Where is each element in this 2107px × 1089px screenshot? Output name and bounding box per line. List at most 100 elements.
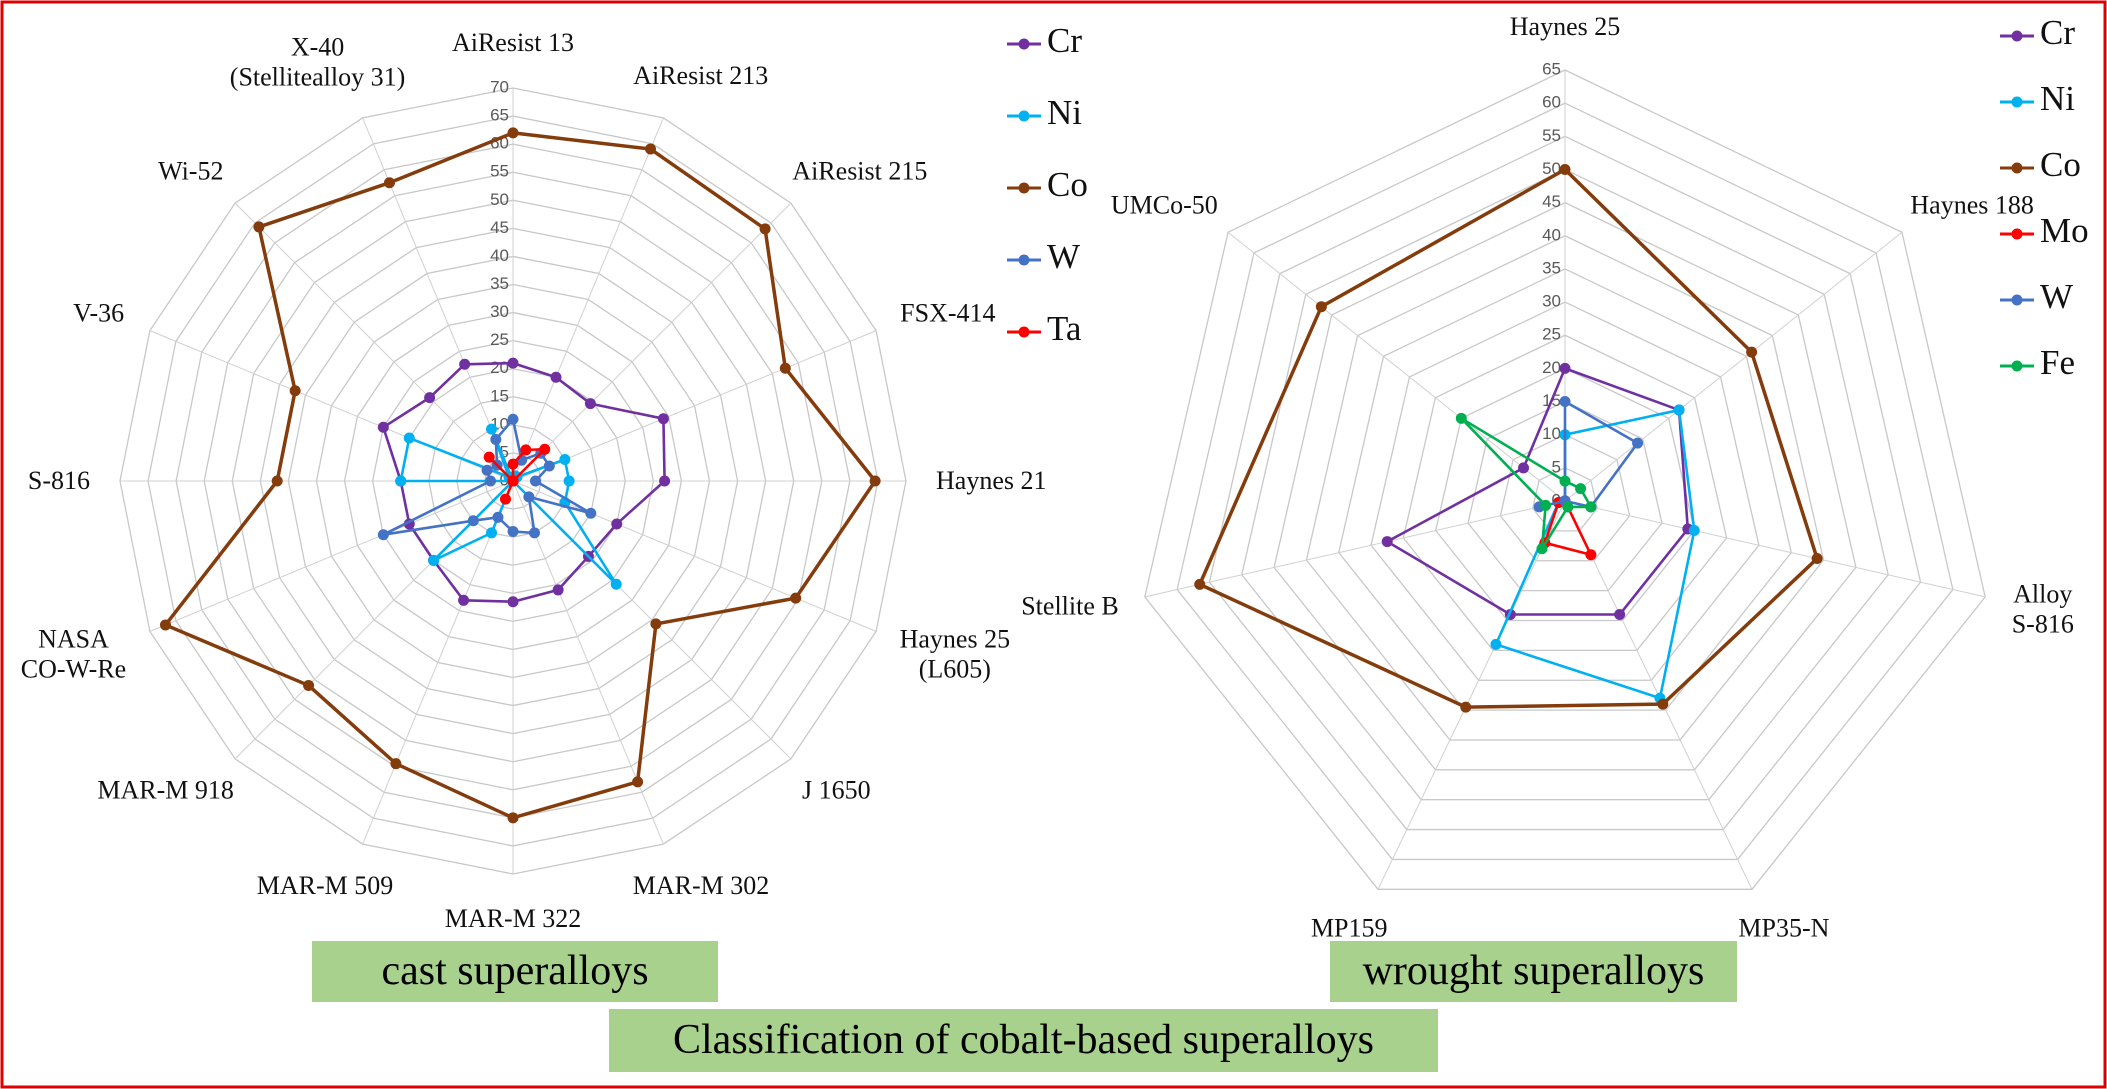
tick-label: 20 — [1542, 358, 1561, 377]
spoke — [1564, 231, 1903, 502]
category-label: AiResist 213 — [633, 61, 769, 91]
legend-swatch — [2011, 96, 2023, 108]
tick-label: 35 — [490, 274, 509, 293]
data-point — [483, 451, 495, 463]
data-point — [657, 413, 669, 425]
data-point — [395, 475, 407, 487]
legend-swatch — [2011, 360, 2023, 372]
legend-label: Ni — [1047, 93, 1082, 132]
category-label: Haynes 188 — [1910, 190, 2034, 220]
category-label: AiResist 13 — [451, 28, 575, 57]
grid-line — [1370, 301, 1760, 681]
data-point — [1585, 501, 1597, 513]
data-point — [485, 475, 497, 487]
category-label: Stellite B — [1021, 591, 1119, 621]
legend-swatch — [2011, 162, 2023, 174]
grid-line — [1208, 135, 1922, 831]
data-point — [377, 529, 389, 541]
data-point — [159, 619, 171, 631]
data-point — [507, 413, 519, 425]
spoke — [149, 480, 514, 632]
spoke — [1377, 500, 1566, 890]
grid-line — [1435, 367, 1695, 622]
spoke — [362, 480, 514, 845]
data-point — [1562, 501, 1574, 513]
data-point — [790, 592, 802, 604]
data-point — [507, 127, 519, 139]
data-point — [490, 434, 502, 446]
grid-line — [1402, 334, 1728, 652]
legend-label: W — [1047, 237, 1080, 276]
grid-line — [1338, 268, 1792, 711]
series-line — [399, 427, 618, 586]
data-point — [659, 475, 671, 487]
data-point — [1194, 578, 1206, 590]
chart-title: wrought superalloys — [1330, 941, 1737, 1002]
data-point — [645, 143, 657, 155]
data-point — [1559, 475, 1571, 487]
data-point — [543, 460, 555, 472]
tick-label: 5 — [1552, 457, 1561, 476]
spoke — [234, 202, 514, 482]
grid-line — [1467, 400, 1663, 592]
grid-line — [1176, 102, 1954, 861]
data-point — [585, 507, 597, 519]
category-label: AiResist 215 — [792, 156, 928, 186]
data-point — [271, 475, 283, 487]
data-point — [507, 596, 519, 608]
data-point — [1540, 499, 1552, 511]
category-label: MAR-M 918 — [97, 775, 234, 805]
category-label: Alloy S-816 — [2011, 579, 2074, 639]
data-point — [523, 491, 535, 503]
data-point — [507, 475, 519, 487]
data-point — [632, 776, 644, 788]
tick-label: 65 — [1542, 59, 1561, 78]
tick-label: 55 — [1542, 126, 1561, 145]
grid-line — [1241, 168, 1889, 801]
data-point — [467, 515, 479, 527]
chart-title: cast superalloys — [312, 941, 718, 1002]
data-point — [424, 392, 436, 404]
data-point — [383, 177, 395, 189]
data-point — [650, 618, 662, 630]
category-label: MP159 — [1310, 913, 1388, 943]
data-point — [528, 527, 540, 539]
data-point — [428, 554, 440, 566]
spoke — [512, 480, 877, 632]
legend-label: Co — [1047, 165, 1088, 204]
tick-label: 45 — [490, 218, 509, 237]
tick-label: 5 — [500, 442, 509, 461]
data-point — [1455, 412, 1467, 424]
tick-label: 60 — [1542, 93, 1561, 112]
data-point — [377, 421, 389, 433]
spoke — [512, 117, 664, 482]
data-point — [550, 371, 562, 383]
data-point — [1536, 543, 1548, 555]
category-label: S-816 — [27, 466, 90, 495]
grid-line — [1531, 467, 1599, 532]
data-point — [1657, 698, 1669, 710]
data-point — [529, 475, 541, 487]
grid-line — [1273, 201, 1857, 771]
data-point — [1746, 346, 1758, 358]
series-line — [1198, 167, 1819, 709]
tick-label: 55 — [490, 162, 509, 181]
tick-label: 25 — [490, 330, 509, 349]
data-point — [499, 493, 511, 505]
data-point — [486, 527, 498, 539]
category-label: MP35-N — [1738, 913, 1830, 943]
tick-label: 45 — [1542, 192, 1561, 211]
data-point — [520, 444, 532, 456]
data-point — [1585, 549, 1597, 561]
legend-label: Ta — [1047, 309, 1082, 348]
page-title: Classification of cobalt-based superallo… — [609, 1009, 1438, 1072]
data-point — [1559, 362, 1571, 374]
data-point — [1632, 437, 1644, 449]
tick-label: 65 — [490, 106, 509, 125]
legend-label: Fe — [2040, 343, 2075, 382]
data-point — [507, 357, 519, 369]
data-point — [1614, 609, 1626, 621]
category-label: FSX-414 — [900, 298, 996, 328]
